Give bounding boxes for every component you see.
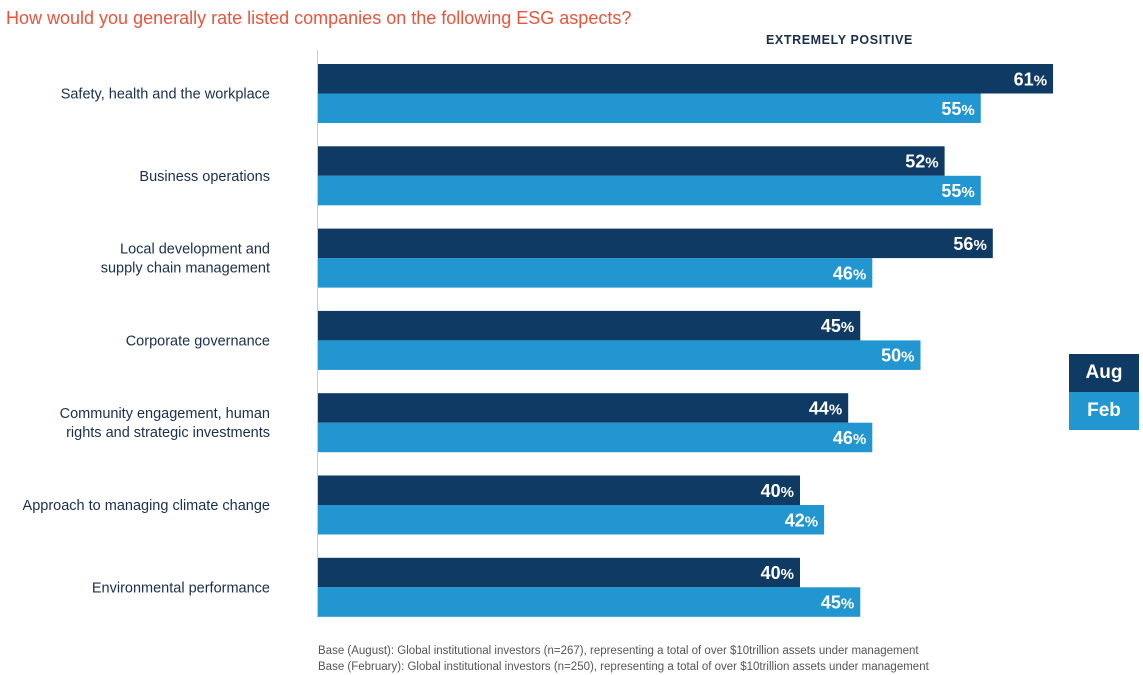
value-label-feb: 50% <box>881 346 914 366</box>
value-number: 40 <box>761 563 781 583</box>
bar-feb <box>318 587 861 617</box>
category-label-line: Local development and <box>120 242 270 258</box>
value-suffix: % <box>901 349 914 366</box>
value-suffix: % <box>925 155 938 172</box>
bar-aug <box>318 310 861 341</box>
bar-aug <box>318 228 993 259</box>
footnote-august: Base (August): Global institutional inve… <box>318 645 919 657</box>
category-label: Community engagement, human rights and st… <box>60 406 270 441</box>
category-label-line: Safety, health and the workplace <box>61 87 270 103</box>
legend-item-aug: Aug <box>1069 354 1139 392</box>
value-suffix: % <box>961 102 974 119</box>
category-label-line: supply chain management <box>101 261 270 277</box>
value-label-aug: 52% <box>905 152 938 172</box>
value-label-aug: 44% <box>809 398 842 418</box>
value-suffix: % <box>805 513 818 530</box>
value-number: 61 <box>1014 69 1034 89</box>
value-suffix: % <box>853 266 866 283</box>
value-number: 46 <box>833 428 853 448</box>
value-labels: 61%55%52%55%56%46%45%50%44%46%40%42%40%4… <box>761 69 1047 612</box>
value-label-feb: 46% <box>833 263 866 283</box>
value-number: 40 <box>761 481 781 501</box>
category-label-line: Approach to managing climate change <box>23 498 270 514</box>
value-label-aug: 45% <box>821 316 854 336</box>
bar-aug <box>318 393 849 423</box>
bar-feb <box>318 93 981 123</box>
category-label: Approach to managing climate change <box>23 498 270 514</box>
value-number: 55 <box>941 181 961 201</box>
chart-subtitle: EXTREMELY POSITIVE <box>766 33 913 47</box>
value-label-feb: 55% <box>941 181 974 201</box>
value-number: 50 <box>881 346 901 366</box>
bar-feb <box>318 258 873 288</box>
value-number: 45 <box>821 593 841 613</box>
value-suffix: % <box>841 596 854 613</box>
value-label-aug: 40% <box>761 481 794 501</box>
value-suffix: % <box>853 431 866 448</box>
value-number: 42 <box>785 510 805 530</box>
category-label-line: rights and strategic investments <box>66 425 270 441</box>
value-label-feb: 45% <box>821 593 854 613</box>
footnotes: Base (August): Global institutional inve… <box>318 643 929 675</box>
value-label-aug: 61% <box>1014 69 1047 89</box>
value-suffix: % <box>781 484 794 501</box>
category-label: Corporate governance <box>126 333 270 349</box>
value-suffix: % <box>973 237 986 254</box>
category-labels: Safety, health and the workplace Business… <box>23 87 270 597</box>
value-suffix: % <box>1034 72 1047 89</box>
bar-aug <box>318 475 800 505</box>
bar-feb <box>318 505 825 535</box>
category-label-line: Environmental performance <box>92 580 270 596</box>
value-label-feb: 55% <box>941 99 974 119</box>
value-suffix: % <box>829 401 842 418</box>
category-label: Local development and supply chain manage… <box>101 242 270 277</box>
value-number: 45 <box>821 316 841 336</box>
bar-chart: Safety, health and the workplace Business… <box>23 50 1054 618</box>
category-label: Safety, health and the workplace <box>61 87 270 103</box>
category-label-line: Corporate governance <box>126 333 270 349</box>
value-label-feb: 46% <box>833 428 866 448</box>
footnote-february: Base (February): Global institutional in… <box>318 661 929 673</box>
bar-series <box>318 64 1054 617</box>
category-label: Environmental performance <box>92 580 270 596</box>
value-number: 55 <box>941 99 961 119</box>
value-suffix: % <box>781 566 794 583</box>
bar-feb <box>318 340 921 370</box>
category-label: Business operations <box>139 169 270 185</box>
category-label-line: Business operations <box>139 169 270 185</box>
category-label-line: Community engagement, human <box>60 406 270 422</box>
value-number: 46 <box>833 263 853 283</box>
value-label-feb: 42% <box>785 510 818 530</box>
bar-feb <box>318 422 873 453</box>
bar-aug <box>318 64 1054 94</box>
value-number: 56 <box>953 234 973 254</box>
chart-title: How would you generally rate listed comp… <box>6 8 632 28</box>
value-number: 44 <box>809 398 829 418</box>
bar-aug <box>318 146 945 176</box>
value-number: 52 <box>905 152 925 172</box>
bar-aug <box>318 557 800 588</box>
value-label-aug: 40% <box>761 563 794 583</box>
value-label-aug: 56% <box>953 234 986 254</box>
value-suffix: % <box>961 184 974 201</box>
legend: Aug Feb <box>1069 354 1139 430</box>
bar-feb <box>318 175 981 206</box>
legend-item-feb: Feb <box>1069 392 1139 430</box>
value-suffix: % <box>841 319 854 336</box>
